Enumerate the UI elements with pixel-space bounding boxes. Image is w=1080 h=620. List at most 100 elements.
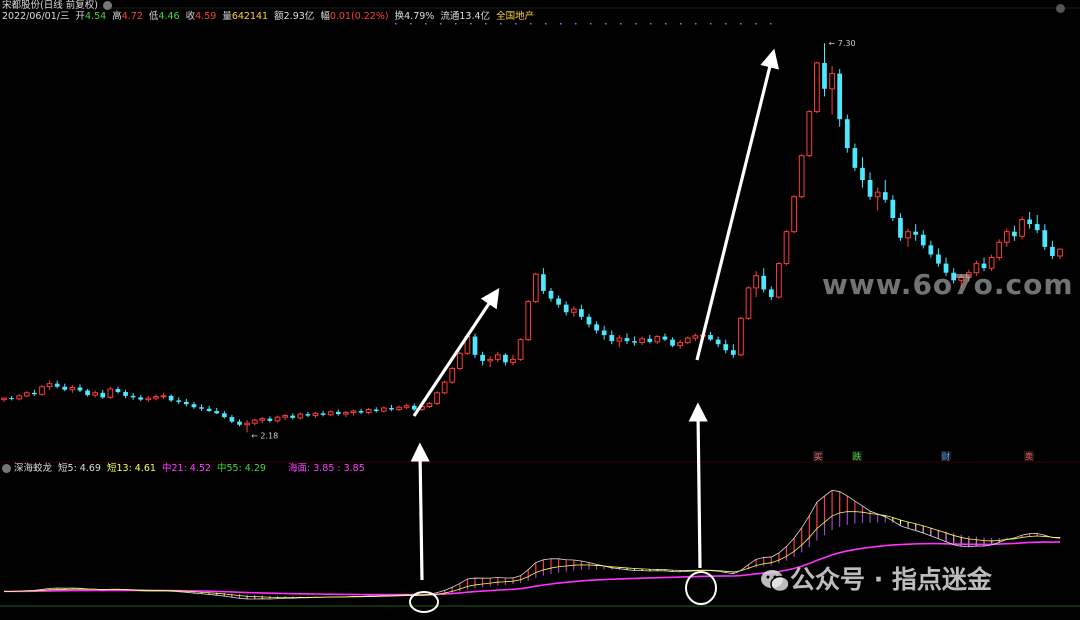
candle-body	[806, 111, 813, 157]
indicator-settings-icon[interactable]	[2, 464, 11, 473]
candle	[601, 325, 607, 340]
candle	[624, 333, 630, 345]
candle	[548, 287, 554, 302]
candle	[996, 239, 1003, 261]
candle-body	[670, 339, 675, 346]
signal-dot	[770, 23, 772, 25]
candle	[199, 404, 204, 412]
turn-label: 换	[394, 11, 405, 22]
candle-body	[214, 411, 220, 414]
candle-body	[85, 390, 90, 396]
candle-body	[965, 272, 972, 278]
buy-arrow-1	[410, 442, 430, 581]
candle-body	[905, 231, 911, 239]
candle-body	[312, 412, 319, 417]
candle	[579, 304, 584, 320]
candle	[69, 385, 76, 393]
candle	[556, 295, 561, 308]
candle	[1003, 228, 1010, 247]
candle	[160, 392, 167, 399]
candle	[1, 397, 7, 402]
candle	[973, 260, 980, 276]
candle-body	[343, 412, 349, 415]
candle	[176, 397, 182, 405]
candle-body	[389, 408, 394, 410]
candle-body	[594, 324, 599, 331]
candle	[905, 228, 911, 247]
candle	[183, 398, 189, 407]
candle-body	[829, 73, 835, 90]
candle-body	[54, 383, 60, 387]
candle-body	[616, 337, 623, 342]
signal-badge-box	[1024, 451, 1034, 461]
candle	[100, 389, 106, 399]
candle-body	[639, 338, 646, 344]
signal-badge: 跌	[853, 452, 862, 463]
candle-body	[936, 254, 941, 264]
candle	[890, 195, 896, 222]
candle	[525, 300, 532, 342]
high-value: 4.72	[121, 11, 143, 22]
candle-body	[745, 287, 752, 319]
line-s5	[3, 489, 1061, 600]
chg-value: 0.01(0.22%)	[329, 11, 389, 22]
candle	[570, 306, 577, 317]
candle	[1050, 240, 1055, 260]
candle-body	[237, 421, 242, 425]
candle-body	[920, 234, 926, 246]
candle	[138, 395, 144, 402]
candle	[153, 394, 159, 401]
candle	[715, 336, 721, 348]
candle-body	[768, 289, 774, 298]
candle	[654, 335, 661, 345]
candle	[77, 384, 83, 393]
candle	[358, 408, 364, 415]
candle-body	[487, 358, 494, 362]
candle-body	[23, 392, 30, 397]
candle-body	[791, 196, 797, 233]
candle-body	[183, 401, 189, 405]
candle-body	[867, 180, 873, 197]
high-label: 高	[112, 11, 122, 22]
candle-body	[1003, 231, 1010, 243]
signal-dot	[485, 23, 487, 25]
candle	[320, 411, 326, 417]
candle-body	[160, 395, 167, 398]
candle-body	[503, 354, 508, 363]
indicator-name: 深海蛟龙	[14, 463, 53, 474]
signal-dot	[695, 23, 697, 25]
candle	[267, 416, 273, 423]
candle-body	[221, 413, 227, 418]
candle-body	[882, 192, 888, 200]
signal-dot	[710, 23, 712, 25]
candle	[373, 407, 379, 413]
candle	[798, 154, 805, 199]
candle-body	[327, 411, 334, 416]
close-panel-icon[interactable]	[1056, 4, 1065, 13]
signal-dot	[530, 23, 532, 25]
settings-icon[interactable]	[102, 1, 112, 10]
signal-dot	[575, 23, 577, 25]
candle	[1057, 248, 1063, 260]
candle	[494, 351, 501, 363]
candle	[259, 417, 266, 424]
candle-body	[259, 418, 266, 421]
ind-s5: 短5: 4.69	[58, 463, 101, 474]
candle	[221, 411, 227, 419]
signal-dot	[395, 23, 397, 25]
candle	[381, 406, 387, 413]
candle	[305, 411, 311, 418]
stock-title: 宋都股份(日线 前复权)	[2, 0, 98, 11]
candle	[123, 389, 128, 399]
signal-badge-box	[813, 451, 823, 461]
candle-body	[1042, 230, 1048, 247]
candle-body	[890, 199, 896, 218]
candle	[723, 339, 729, 354]
candle	[783, 230, 790, 266]
candle	[1012, 225, 1017, 241]
candle-body	[123, 392, 128, 396]
candle-panel	[1, 43, 1063, 433]
signal-dot	[440, 23, 442, 25]
